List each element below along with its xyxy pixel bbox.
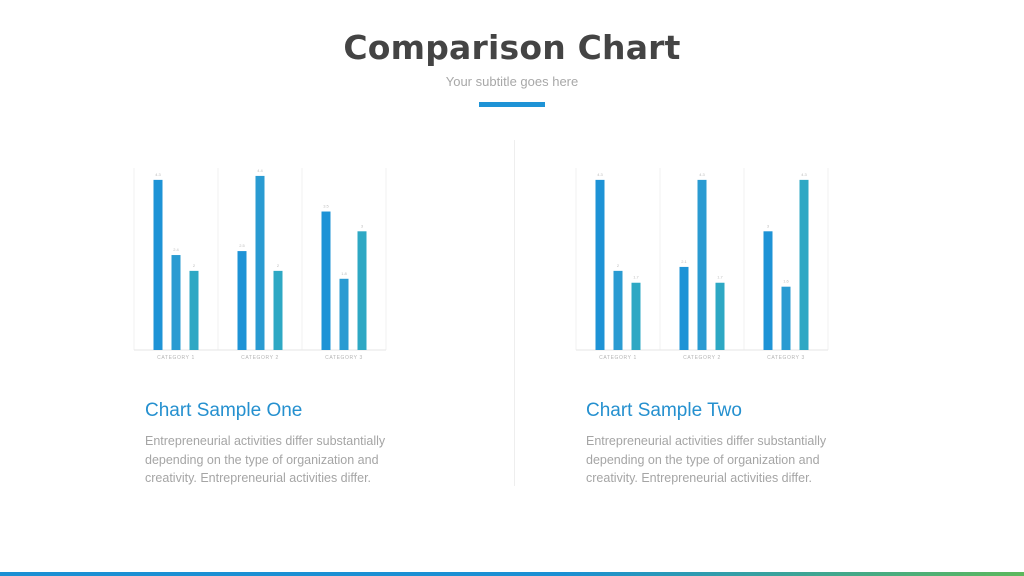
chart-data-label: 4.4 <box>257 168 263 173</box>
chart-category-label: CATEGORY 2 <box>241 355 279 361</box>
chart-data-label: 2.1 <box>681 259 687 264</box>
chart-data-label: 4.3 <box>155 172 161 177</box>
chart-data-label: 2 <box>617 263 620 268</box>
chart-data-label: 4.3 <box>597 172 603 177</box>
title-underline-accent <box>479 102 545 107</box>
chart-data-label: 3.5 <box>323 204 329 209</box>
chart-data-label: 3 <box>767 223 770 228</box>
chart-bar <box>339 278 349 350</box>
chart-bar <box>715 282 725 350</box>
chart-data-label: 1.7 <box>717 275 723 280</box>
chart-data-label: 2.4 <box>173 247 179 252</box>
chart-bar <box>595 179 605 350</box>
chart-two-svg: 4.3 2 1.7 CATEGORY 1 2.1 4.3 1.7 CATEGORY 2 3 1.6… <box>575 168 829 361</box>
chart-data-label: 2 <box>193 263 196 268</box>
chart-category-label: CATEGORY 1 <box>599 355 637 361</box>
chart-category-label: CATEGORY 3 <box>325 355 363 361</box>
bottom-accent-bar <box>0 572 1024 576</box>
chart-data-label: 4.3 <box>801 172 807 177</box>
chart-category-label: CATEGORY 3 <box>767 355 805 361</box>
page-subtitle: Your subtitle goes here <box>445 74 579 89</box>
chart-bar <box>697 179 707 350</box>
chart-bar <box>255 175 265 350</box>
column-divider <box>514 140 515 486</box>
chart-data-label: 3 <box>361 223 364 228</box>
chart-category-label: CATEGORY 2 <box>683 355 721 361</box>
chart-bar <box>189 270 199 350</box>
chart-bar <box>273 270 283 350</box>
chart-bar <box>357 231 367 350</box>
chart-one-title: Chart Sample One <box>145 400 303 421</box>
chart-data-label: 1.6 <box>783 279 789 284</box>
chart-bar <box>613 270 623 350</box>
chart-bar <box>679 266 689 350</box>
chart-bar <box>237 251 247 350</box>
chart-bar <box>321 211 331 350</box>
chart-sample-two: 4.3 2 1.7 CATEGORY 1 2.1 4.3 1.7 CATEGORY 2 3 1.6… <box>568 160 838 370</box>
chart-bar <box>153 179 163 350</box>
chart-bar <box>781 286 791 350</box>
chart-bar <box>763 231 773 350</box>
chart-data-label: 2 <box>277 263 280 268</box>
chart-two-description: Entrepreneurial activities differ substa… <box>586 434 827 485</box>
chart-category-label: CATEGORY 1 <box>157 355 195 361</box>
chart-bar <box>799 179 809 350</box>
chart-sample-one: 4.3 2.4 2 CATEGORY 1 2.5 4.4 2 CATEGORY 2 3.5 1.8… <box>126 160 396 370</box>
chart-bar <box>171 255 181 350</box>
chart-data-label: 1.7 <box>633 275 639 280</box>
page-title: Comparison Chart <box>343 28 681 67</box>
chart-data-label: 1.8 <box>341 271 347 276</box>
chart-data-label: 4.3 <box>699 172 705 177</box>
chart-one-svg: 4.3 2.4 2 CATEGORY 1 2.5 4.4 2 CATEGORY 2 3.5 1.8… <box>133 168 387 361</box>
chart-one-description: Entrepreneurial activities differ substa… <box>145 434 386 485</box>
chart-bar <box>631 282 641 350</box>
chart-data-label: 2.5 <box>239 243 245 248</box>
chart-two-title: Chart Sample Two <box>586 400 742 421</box>
